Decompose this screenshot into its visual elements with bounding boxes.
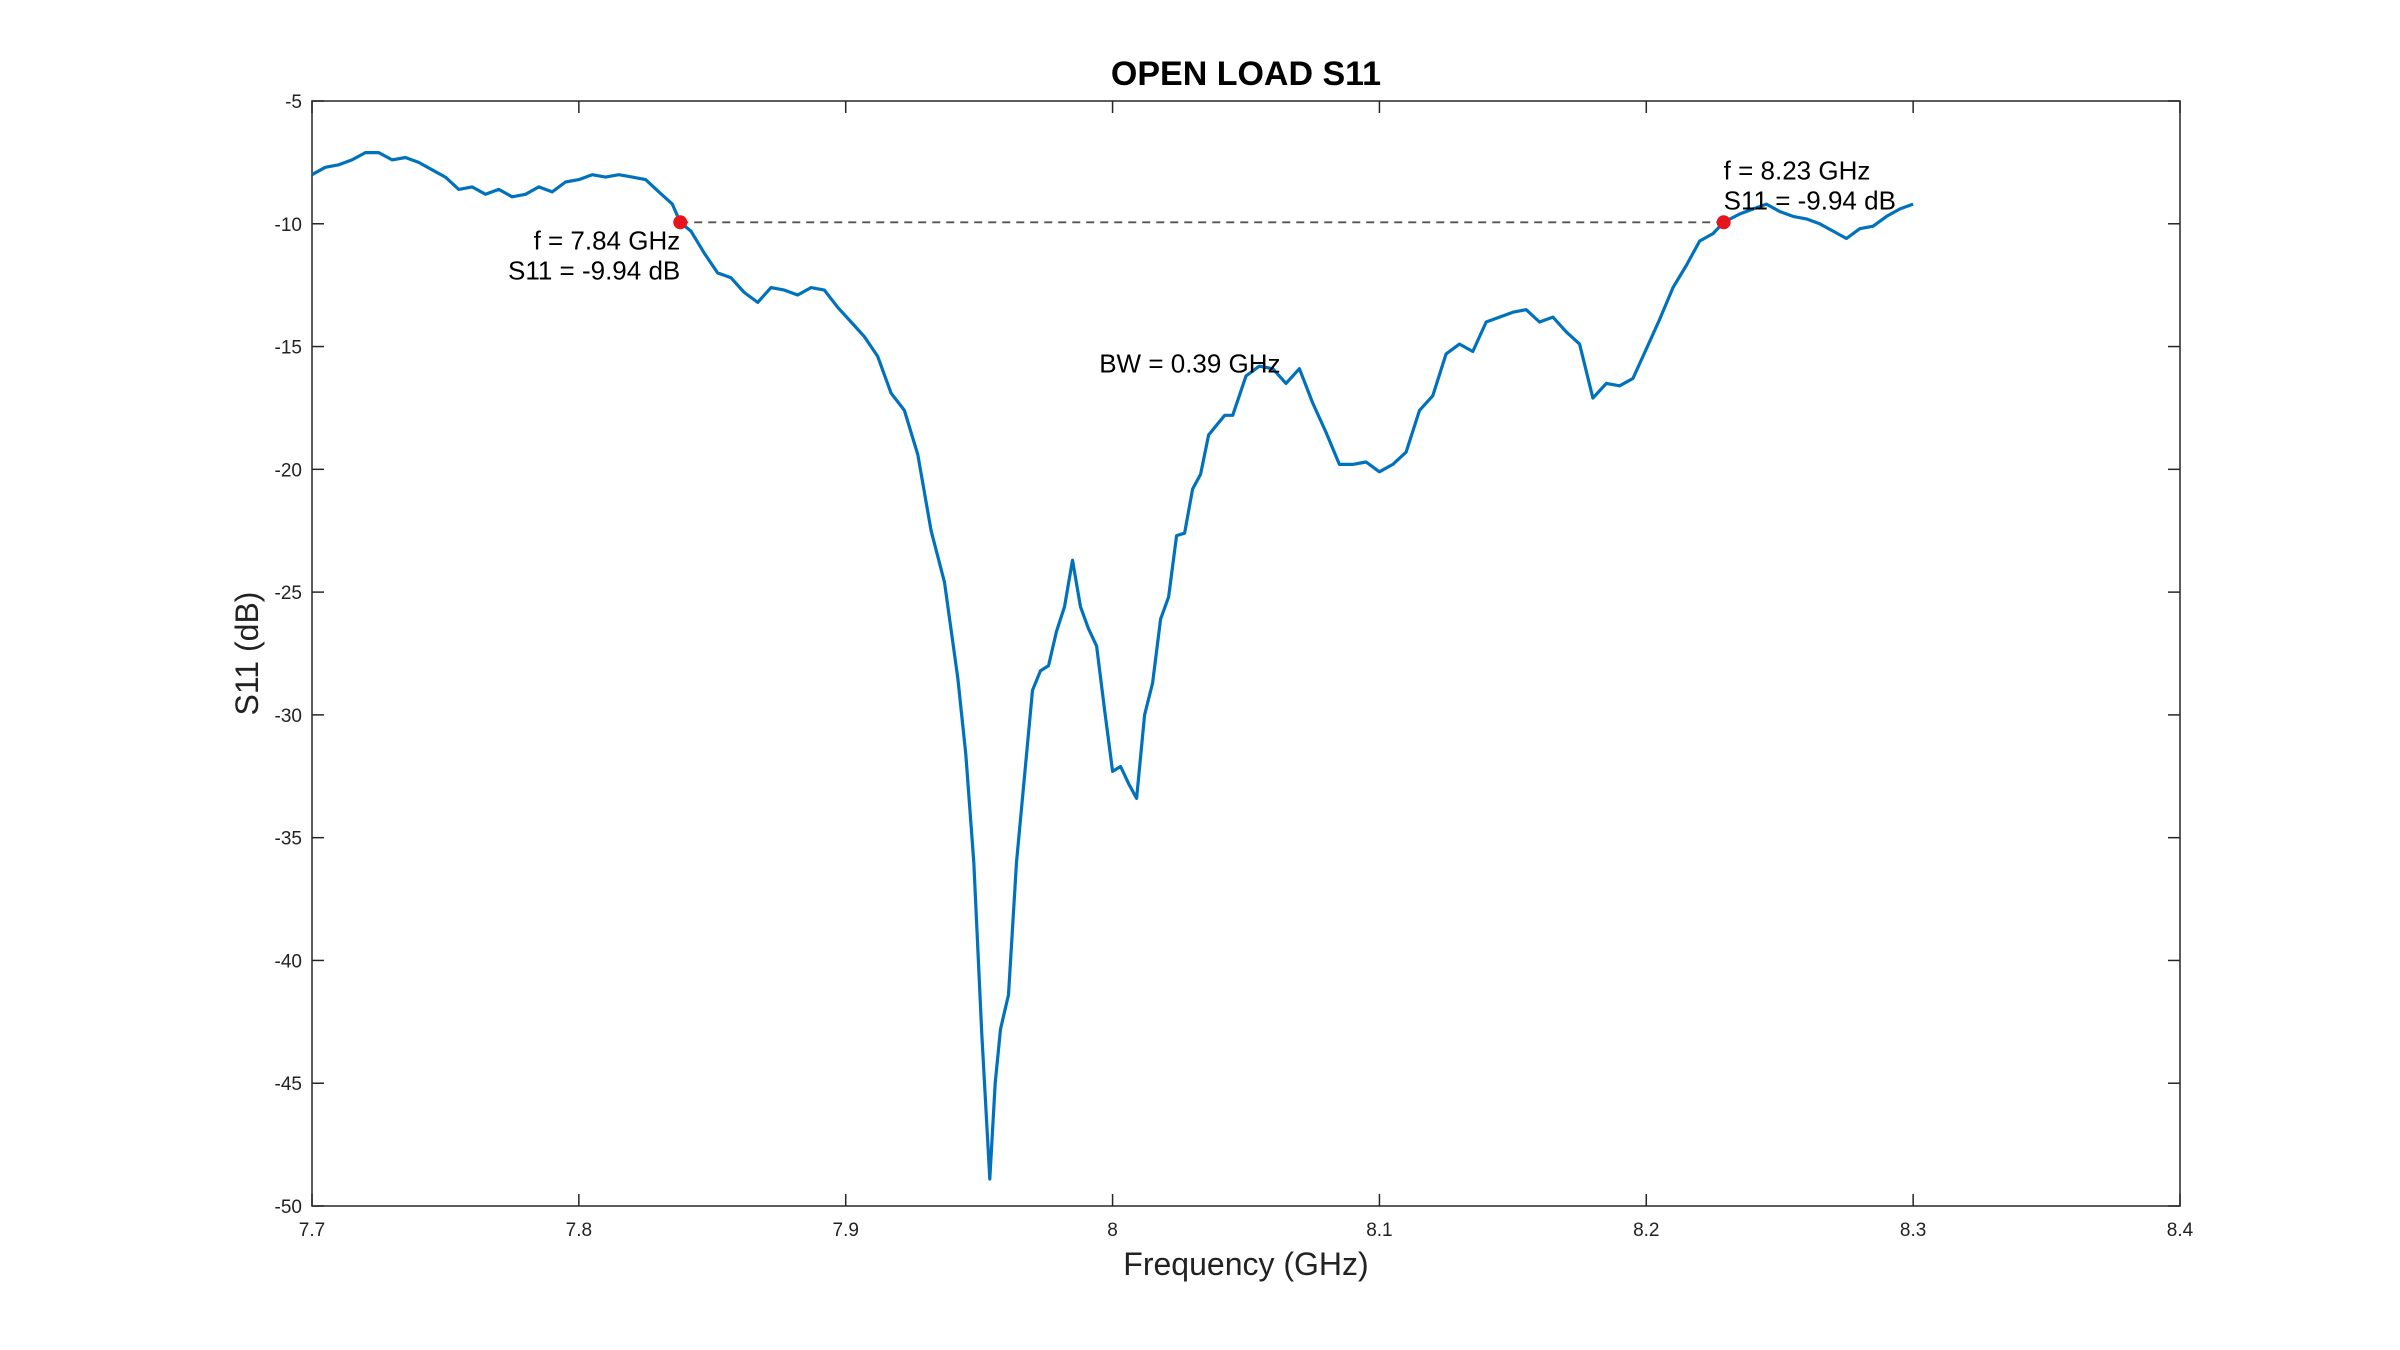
y-axis-label: S11 (dB) <box>229 592 265 716</box>
x-tick-label: 8.2 <box>1633 1220 1659 1241</box>
marker-s11-label: S11 = -9.94 dB <box>1724 185 1896 215</box>
plot-frame <box>311 100 2181 1207</box>
y-tick-label: -25 <box>275 583 302 604</box>
x-tick-label: 8.4 <box>2167 1220 2194 1241</box>
y-tick-label: -50 <box>275 1197 302 1218</box>
x-axis-ticks: 7.7 7.8 7.9 8 8.1 8.2 8.3 8.4 <box>299 101 2194 1241</box>
y-tick-label: -15 <box>275 338 302 359</box>
x-tick-label: 8.3 <box>1900 1220 1926 1241</box>
bandwidth-annotation: BW = 0.39 GHz <box>1099 349 1280 379</box>
y-tick-label: -10 <box>275 215 302 236</box>
band-edge-marker <box>673 215 688 230</box>
y-tick-label: -40 <box>275 951 302 972</box>
x-tick-label: 8.1 <box>1366 1220 1392 1241</box>
marker-s11-label: S11 = -9.94 dB <box>508 255 680 285</box>
y-tick-label: -20 <box>275 460 302 481</box>
x-tick-label: 7.8 <box>566 1220 592 1241</box>
s11-series-line <box>311 151 1914 1181</box>
marker-frequency-label: f = 8.23 GHz <box>1724 155 1871 185</box>
y-tick-label: -45 <box>275 1074 302 1095</box>
x-tick-label: 7.9 <box>833 1220 859 1241</box>
y-tick-label: -30 <box>275 706 302 727</box>
y-tick-label: -35 <box>275 829 302 850</box>
marker-frequency-label: f = 7.84 GHz <box>534 225 681 255</box>
x-tick-label: 8 <box>1107 1220 1118 1241</box>
band-edge-marker <box>1716 215 1731 230</box>
y-tick-label: -5 <box>285 92 302 113</box>
x-tick-label: 7.7 <box>299 1220 325 1241</box>
chart-title: OPEN LOAD S11 <box>1111 55 1381 93</box>
x-axis-label: Frequency (GHz) <box>1123 1246 1368 1282</box>
y-axis-ticks: -50 -45 -40 -35 -30 -25 -20 -15 -10 -5 <box>275 92 2180 1218</box>
